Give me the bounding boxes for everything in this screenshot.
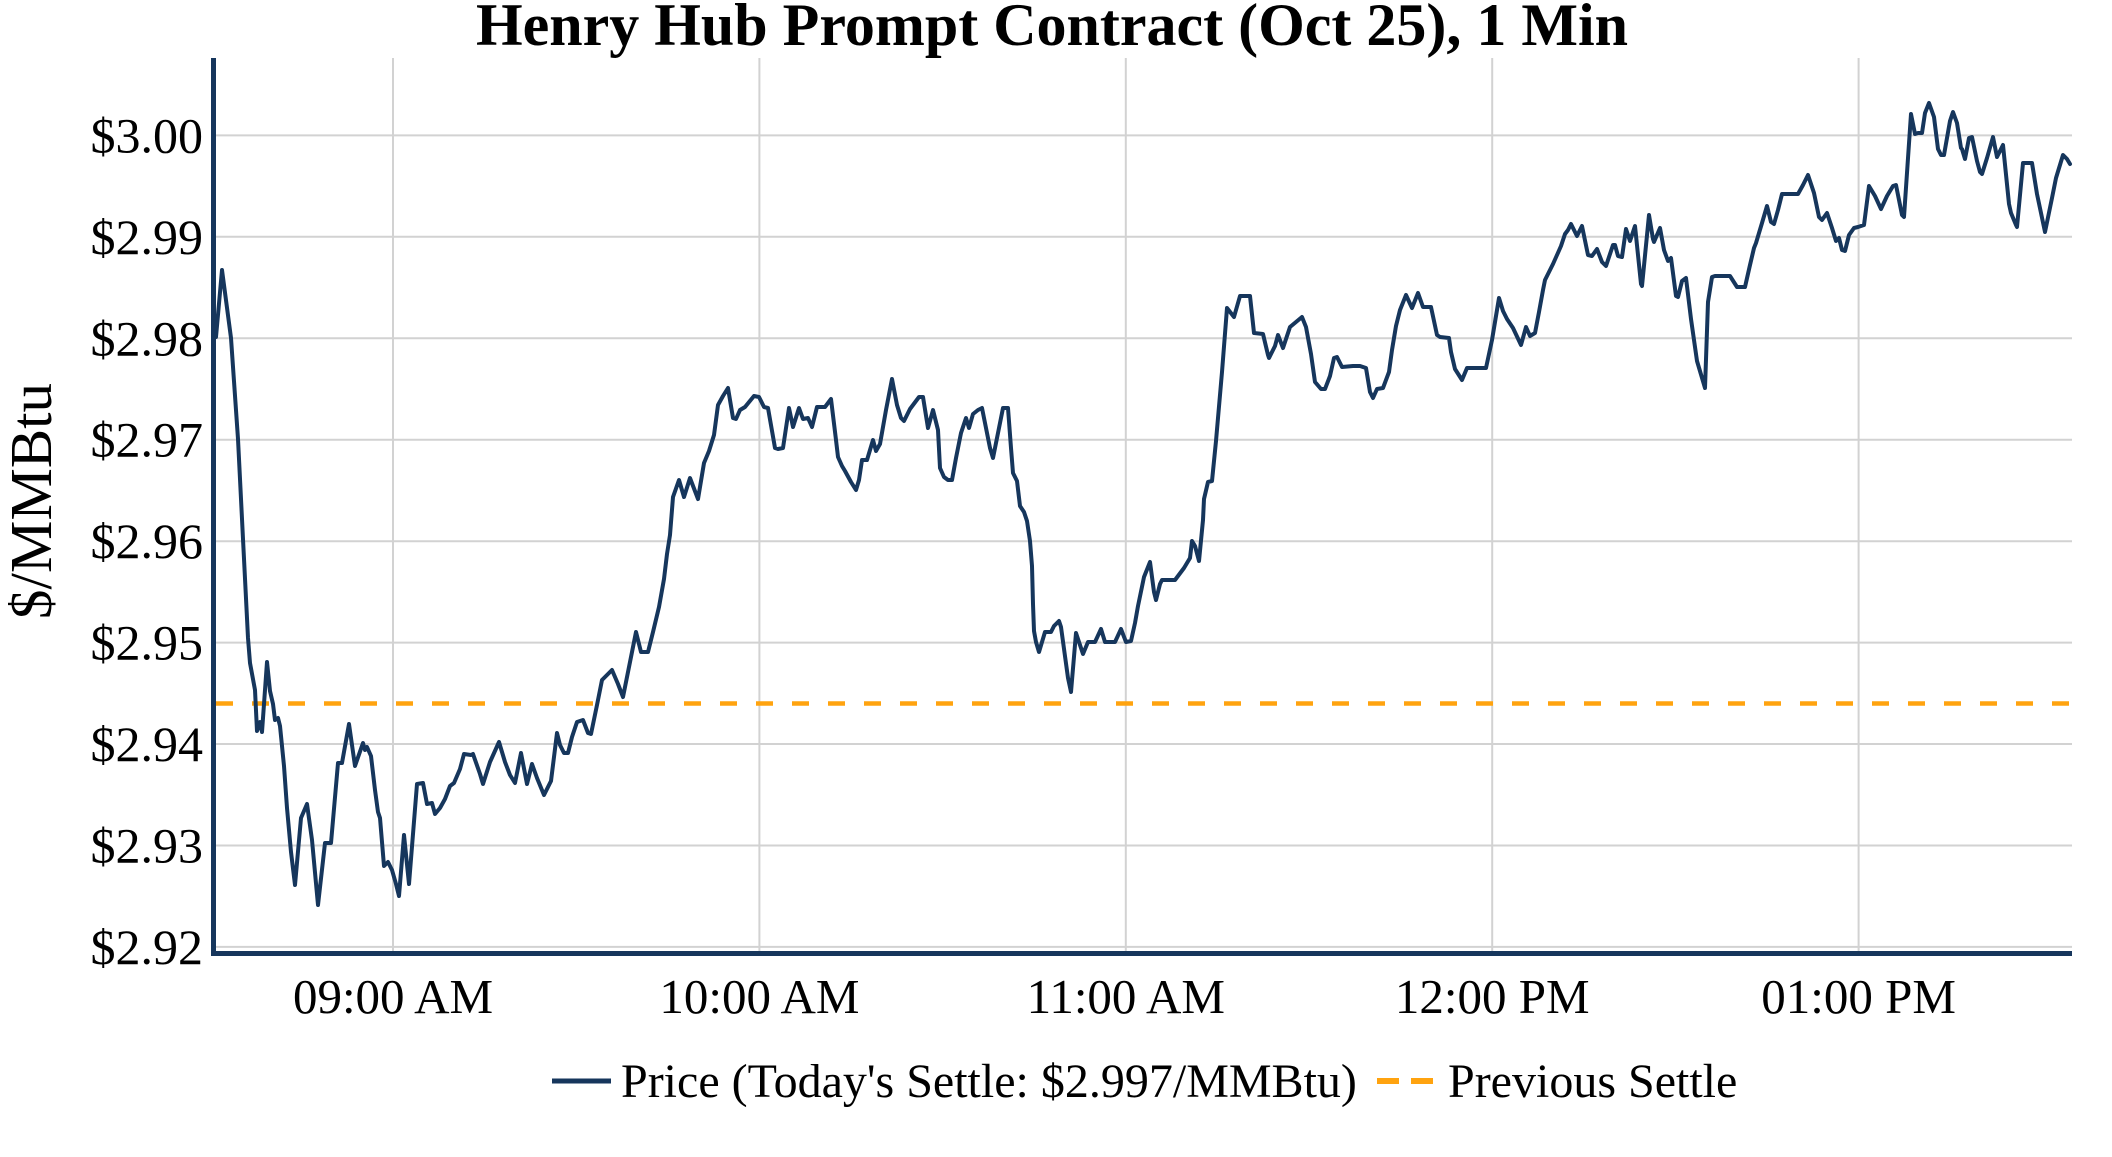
svg-text:01:00 PM: 01:00 PM	[1761, 969, 1956, 1024]
svg-text:$2.97: $2.97	[91, 412, 204, 468]
svg-text:10:00 AM: 10:00 AM	[659, 969, 859, 1024]
svg-text:$3.00: $3.00	[91, 107, 204, 163]
svg-text:Price (Today's Settle: $2.997/: Price (Today's Settle: $2.997/MMBtu)	[621, 1055, 1357, 1108]
svg-text:$2.96: $2.96	[91, 513, 204, 569]
svg-text:$2.95: $2.95	[91, 615, 204, 671]
svg-text:Henry Hub Prompt Contract (Oct: Henry Hub Prompt Contract (Oct 25), 1 Mi…	[476, 0, 1628, 58]
svg-text:$2.94: $2.94	[91, 716, 204, 772]
svg-text:09:00 AM: 09:00 AM	[293, 969, 493, 1024]
svg-text:$2.99: $2.99	[91, 209, 204, 265]
svg-text:Previous Settle: Previous Settle	[1448, 1055, 1737, 1108]
svg-text:$2.98: $2.98	[91, 310, 204, 366]
svg-text:12:00 PM: 12:00 PM	[1395, 969, 1590, 1024]
svg-text:$2.93: $2.93	[91, 818, 204, 874]
svg-text:$2.92: $2.92	[91, 919, 204, 975]
svg-text:11:00 AM: 11:00 AM	[1027, 969, 1225, 1024]
svg-text:$/MMBtu: $/MMBtu	[0, 383, 64, 619]
